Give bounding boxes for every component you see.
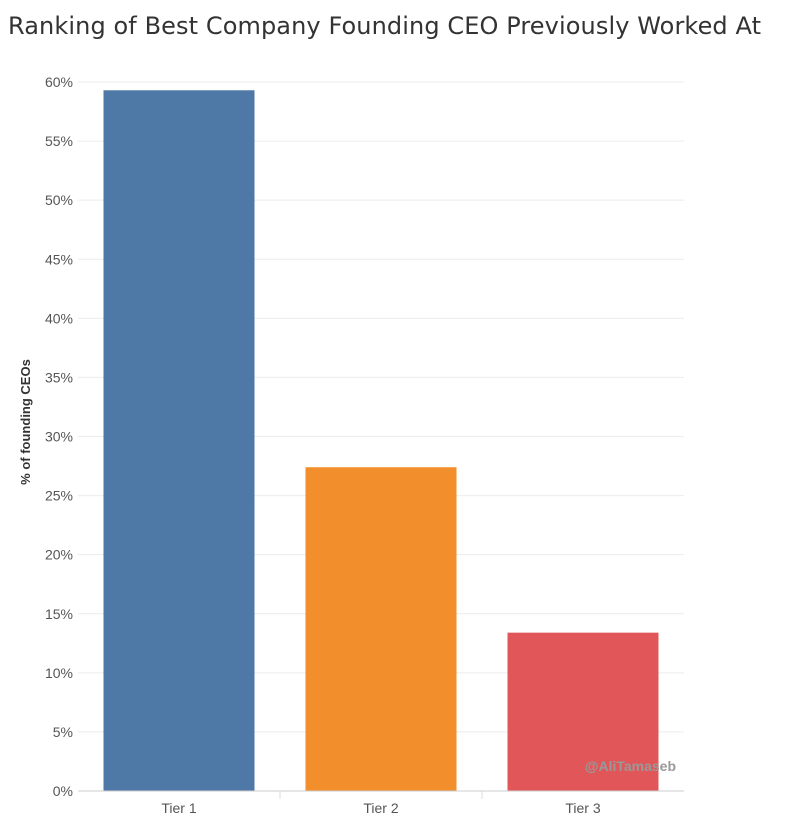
y-tick-label: 0% [53, 783, 73, 799]
watermark: @AliTamaseb [585, 758, 676, 774]
x-tick-label: Tier 1 [161, 800, 196, 816]
y-tick-label: 45% [45, 251, 73, 267]
y-tick-label: 5% [53, 724, 73, 740]
bar-tier-1 [103, 90, 255, 791]
bar-tier-2 [305, 467, 457, 791]
y-tick-label: 20% [45, 547, 73, 563]
x-tick-label: Tier 2 [363, 800, 398, 816]
y-tick-label: 60% [45, 74, 73, 90]
y-tick-label: 40% [45, 310, 73, 326]
bar-tier-3 [507, 632, 659, 791]
y-tick-label: 25% [45, 488, 73, 504]
y-tick-label: 35% [45, 369, 73, 385]
y-axis-label: % of founding CEOs [18, 359, 33, 485]
chart-title: Ranking of Best Company Founding CEO Pre… [8, 12, 762, 40]
x-tick-label: Tier 3 [565, 800, 600, 816]
y-tick-label: 15% [45, 606, 73, 622]
y-axis-ticks: 0% 5% 10% 15% 20% 25% 30% 35% 40% 45% 50% 55% 60% [45, 74, 73, 799]
bars [103, 90, 659, 791]
y-tick-label: 10% [45, 665, 73, 681]
y-tick-label: 55% [45, 133, 73, 149]
x-axis-labels: Tier 1 Tier 2 Tier 3 [161, 791, 601, 816]
y-tick-label: 50% [45, 192, 73, 208]
y-tick-label: 30% [45, 429, 73, 445]
